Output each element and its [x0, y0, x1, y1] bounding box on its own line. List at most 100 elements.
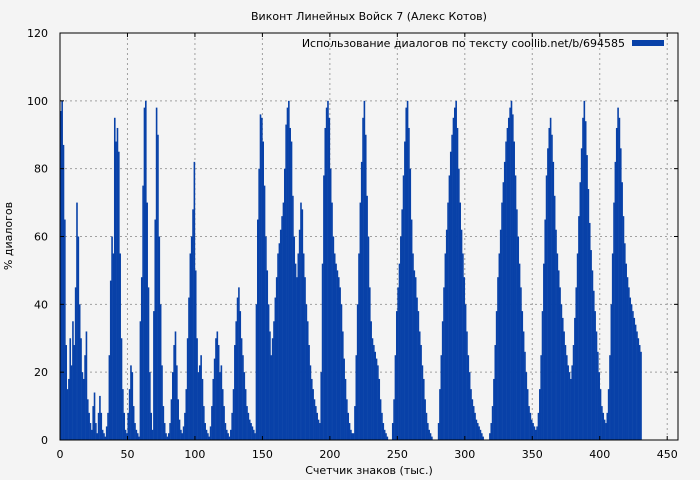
bar: [437, 423, 440, 440]
bar: [420, 345, 422, 440]
bar: [521, 311, 524, 440]
bar: [238, 287, 240, 440]
bar: [203, 406, 205, 440]
bar: [140, 277, 143, 440]
bar: [537, 412, 540, 440]
bar: [122, 389, 124, 440]
bar: [317, 419, 320, 440]
bar: [185, 389, 188, 440]
bar: [629, 297, 632, 440]
bar: [626, 277, 629, 440]
bar: [414, 277, 417, 440]
bar: [68, 378, 70, 440]
chart-title: Виконт Линейных Войск 7 (Алекс Котов): [251, 10, 487, 23]
bar: [428, 429, 430, 440]
bar: [358, 253, 360, 440]
bar: [86, 399, 89, 440]
bar: [265, 236, 267, 440]
bar: [379, 399, 382, 440]
bar: [377, 365, 379, 440]
bar: [277, 253, 279, 440]
bar: [439, 389, 441, 440]
bar: [594, 311, 596, 440]
bar: [610, 304, 613, 440]
bar: [192, 209, 194, 440]
bar: [263, 185, 266, 440]
bar: [139, 321, 142, 440]
bar: [142, 185, 144, 440]
bar: [422, 378, 425, 440]
bar: [97, 412, 100, 440]
bar: [373, 345, 375, 440]
bar: [85, 331, 88, 440]
bar: [464, 304, 467, 440]
bar: [194, 270, 197, 440]
bar: [105, 426, 108, 440]
bar: [497, 277, 499, 440]
bar: [161, 365, 163, 440]
bar: [275, 277, 278, 440]
bar: [545, 175, 548, 440]
bar: [337, 277, 340, 440]
bar: [530, 419, 533, 440]
bar: [328, 117, 331, 441]
bar: [89, 423, 92, 440]
bar: [236, 297, 239, 440]
bar: [235, 321, 238, 440]
bar: [425, 412, 428, 440]
x-axis-label: Счетчик знаков (тыс.): [305, 464, 433, 477]
bar: [362, 117, 364, 441]
bar: [494, 345, 497, 440]
bar: [582, 117, 584, 441]
bar: [342, 331, 344, 440]
bar: [145, 100, 147, 440]
bar: [208, 436, 211, 440]
bar: [104, 436, 107, 440]
bar: [103, 433, 105, 440]
bar: [443, 287, 445, 440]
bar: [176, 365, 178, 440]
bar: [479, 429, 482, 440]
bar: [501, 202, 503, 440]
bar: [209, 426, 212, 440]
bar: [151, 429, 154, 440]
bar: [598, 372, 600, 440]
bar: [188, 297, 190, 440]
bar: [634, 324, 637, 440]
bar: [248, 419, 251, 440]
bar: [493, 378, 495, 440]
bar: [174, 331, 177, 440]
bar: [273, 321, 275, 440]
bar: [319, 423, 321, 440]
bar: [366, 195, 368, 440]
bar: [553, 195, 556, 440]
bar: [570, 378, 572, 440]
bar: [113, 117, 116, 441]
bar: [462, 253, 464, 440]
bar: [463, 277, 466, 440]
bar: [304, 277, 306, 440]
bar: [584, 121, 587, 440]
bar: [418, 331, 421, 440]
bar: [252, 429, 255, 440]
bar: [445, 229, 448, 440]
bar: [356, 304, 359, 440]
bar: [306, 321, 309, 440]
bar: [575, 287, 578, 440]
bar: [482, 436, 484, 440]
bar: [607, 389, 610, 440]
bar: [162, 406, 165, 440]
bar: [518, 263, 521, 440]
bar: [549, 117, 552, 441]
bar: [568, 372, 571, 440]
bar: [460, 229, 463, 440]
bar: [124, 429, 127, 440]
bar: [416, 297, 418, 440]
bar: [559, 287, 561, 440]
bar: [301, 209, 304, 440]
bar: [370, 321, 372, 440]
bar: [534, 429, 537, 440]
bar: [513, 141, 515, 441]
bar: [382, 423, 385, 440]
